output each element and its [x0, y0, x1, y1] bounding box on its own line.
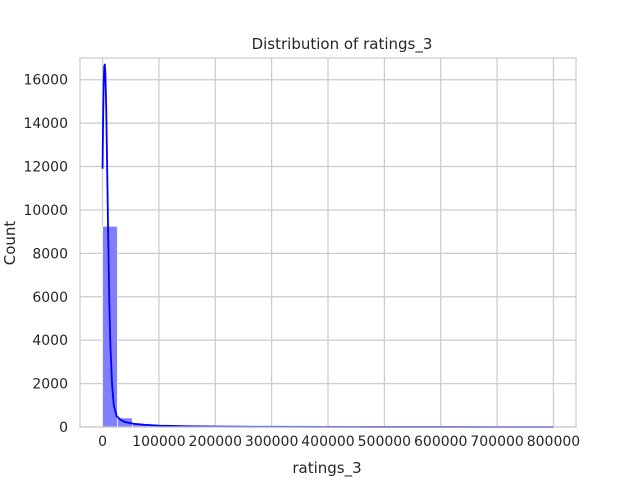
x-tick-label: 800000	[527, 434, 580, 450]
y-tick-label: 12000	[23, 160, 68, 176]
x-tick-label: 700000	[470, 434, 523, 450]
y-tick-label: 10000	[23, 203, 68, 219]
x-tick-label: 0	[98, 434, 107, 450]
x-tick-label: 300000	[245, 434, 298, 450]
chart-title: Distribution of ratings_3	[252, 35, 433, 54]
x-tick-label: 200000	[189, 434, 242, 450]
y-tick-label: 2000	[32, 377, 68, 393]
y-tick-label: 8000	[32, 246, 68, 262]
y-axis-title: Count	[1, 221, 19, 266]
y-tick-label: 4000	[32, 333, 68, 349]
x-tick-label: 600000	[414, 434, 467, 450]
x-tick-labels: 0 100000 200000 300000 400000 500000 600000 700…	[98, 434, 580, 450]
y-tick-label: 14000	[23, 116, 68, 132]
axes-frame	[79, 57, 577, 428]
grid	[80, 58, 576, 428]
y-tick-label: 6000	[32, 290, 68, 306]
y-tick-labels: 0 2000 4000 6000 8000 10000 12000 14000 16000	[23, 73, 68, 436]
x-tick-label: 400000	[301, 434, 354, 450]
y-tick-label: 16000	[23, 73, 68, 89]
y-tick-label: 0	[59, 420, 68, 436]
x-tick-label: 500000	[358, 434, 411, 450]
x-axis-title: ratings_3	[292, 459, 361, 478]
x-tick-label: 100000	[132, 434, 185, 450]
